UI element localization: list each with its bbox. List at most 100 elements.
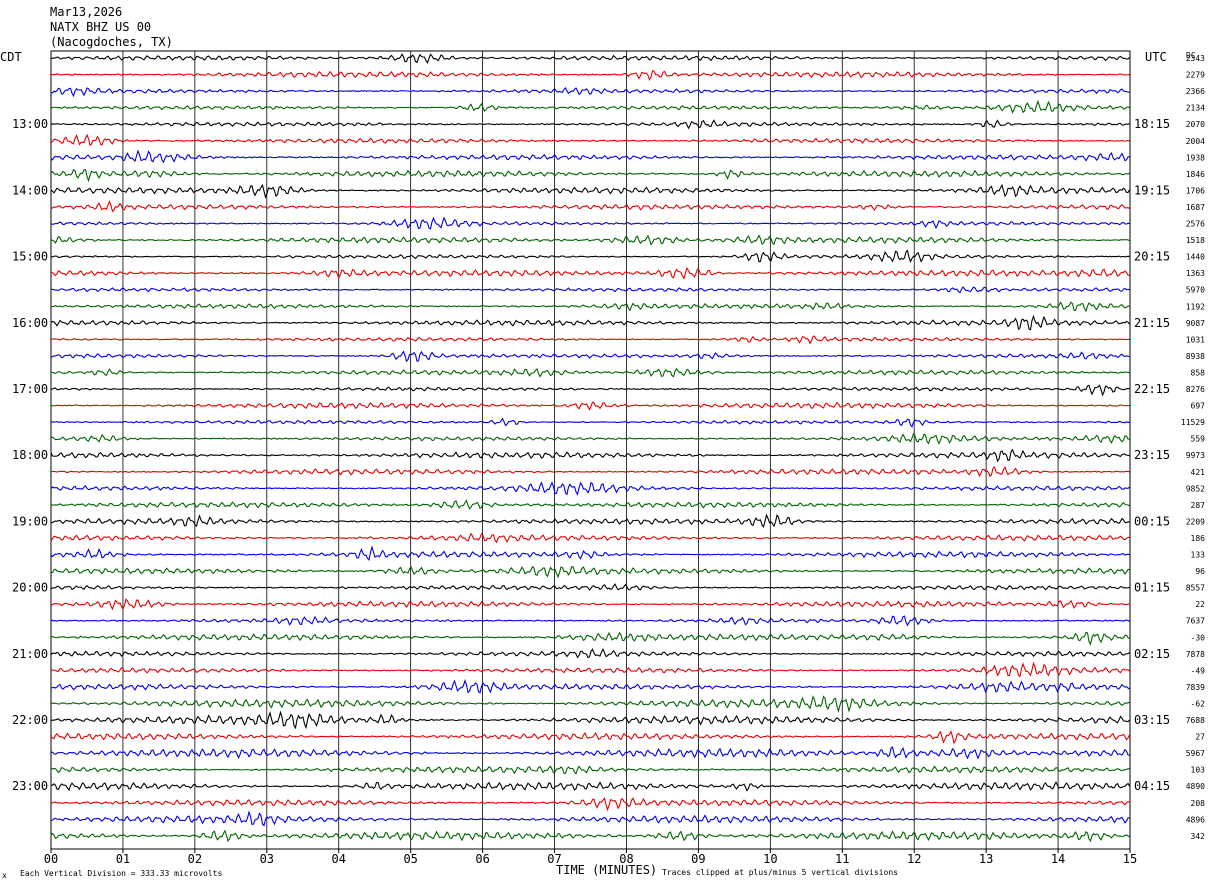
seismic-trace: [50, 583, 1130, 591]
grid-layer: [50, 50, 1131, 853]
seismic-trace: [50, 367, 1130, 378]
x-tick-label: 11: [835, 852, 849, 866]
seismic-trace: [51, 234, 1130, 246]
dc-offset-label: 9973: [1186, 451, 1205, 460]
seismic-trace: [50, 417, 1130, 428]
dc-offset-label: -49: [1191, 666, 1206, 675]
hour-label-cdt: 19:00: [12, 514, 48, 528]
dc-offset-label: 7688: [1186, 716, 1205, 725]
seismic-trace: [50, 615, 1130, 627]
x-tick-label: 02: [188, 852, 202, 866]
seismic-trace: [50, 70, 1130, 81]
dc-offset-label: 1192: [1186, 302, 1205, 311]
dc-offset-label: 1846: [1186, 170, 1205, 179]
seismic-trace: [50, 647, 1130, 659]
hour-label-utc: 00:15: [1134, 514, 1170, 528]
dc-offset-label: 4890: [1186, 782, 1205, 791]
hour-label-cdt: 17:00: [12, 382, 48, 396]
x-tick-label: 01: [116, 852, 130, 866]
dc-offset-label: 8557: [1186, 584, 1205, 593]
seismic-trace: [50, 679, 1130, 694]
hour-label-cdt: 15:00: [12, 250, 48, 264]
seismic-trace: [50, 149, 1130, 164]
dc-offset-label: 287: [1191, 501, 1206, 510]
seismic-trace: [50, 730, 1131, 745]
x-tick-label: 10: [763, 852, 777, 866]
dc-offset-label: 2209: [1186, 517, 1205, 526]
seismic-trace: [50, 499, 1130, 510]
seismic-trace: [50, 301, 1130, 313]
seismic-trace: [50, 432, 1130, 445]
location-label: (Nacogdoches, TX): [50, 35, 173, 49]
dc-offset-label: 9087: [1186, 319, 1205, 328]
dc-offset-label: 342: [1191, 832, 1206, 841]
seismic-trace: [50, 781, 1130, 792]
x-tick-label: 04: [332, 852, 346, 866]
dc-offset-label: 11529: [1181, 418, 1205, 427]
hour-label-utc: 03:15: [1134, 713, 1170, 727]
timezone-right-label: UTC: [1145, 50, 1167, 64]
x-tick-label: 00: [44, 852, 58, 866]
dc-label: DC: [1186, 51, 1196, 60]
dc-offset-label: 27: [1195, 733, 1205, 742]
hour-label-cdt: 23:00: [12, 779, 48, 793]
dc-offset-label: 208: [1191, 799, 1206, 808]
dc-offset-label: -30: [1191, 633, 1206, 642]
dc-offset-label: 2134: [1186, 104, 1205, 113]
hour-label-cdt: 20:00: [12, 581, 48, 595]
trace-layer: [50, 53, 1131, 843]
dc-offset-label: 5970: [1186, 286, 1205, 295]
seismic-trace: [50, 532, 1130, 544]
dc-offset-label: 1938: [1186, 153, 1205, 162]
x-axis-title: TIME (MINUTES): [556, 863, 657, 877]
clip-note: Traces clipped at plus/minus 5 vertical …: [662, 868, 898, 877]
dc-offset-label: 8938: [1186, 352, 1205, 361]
seismic-trace: [50, 314, 1130, 331]
hour-label-utc: 21:15: [1134, 316, 1170, 330]
seismic-trace: [50, 267, 1130, 280]
dc-offset-label: 7878: [1186, 650, 1205, 659]
seismic-trace: [50, 200, 1130, 213]
dc-offset-label: 7637: [1186, 617, 1205, 626]
seismic-trace: [50, 545, 1130, 562]
seismic-trace: [50, 481, 1130, 496]
seismic-trace: [50, 168, 1130, 183]
seismic-trace: [50, 249, 1130, 264]
station-label: NATX BHZ US 00: [50, 20, 151, 34]
seismic-trace: [50, 384, 1130, 397]
dc-offset-label: 2343: [1186, 54, 1205, 63]
hour-label-cdt: 14:00: [12, 183, 48, 197]
seismic-trace: [50, 565, 1130, 579]
dc-offset-label: 96: [1195, 567, 1205, 576]
seismic-trace: [50, 765, 1130, 775]
dc-offset-label: 1706: [1186, 186, 1205, 195]
hour-label-utc: 20:15: [1134, 250, 1170, 264]
seismic-trace: [50, 465, 1130, 478]
x-tick-label: 14: [1051, 852, 1065, 866]
dc-offset-label: -62: [1191, 699, 1206, 708]
hour-label-utc: 04:15: [1134, 779, 1170, 793]
dc-offset-label: 858: [1191, 368, 1206, 377]
dc-offset-label: 2576: [1186, 220, 1205, 229]
seismic-trace: [50, 695, 1130, 713]
hour-label-cdt: 21:00: [12, 647, 48, 661]
x-tick-label: 07: [547, 852, 561, 866]
x-tick-label: 05: [403, 852, 417, 866]
seismic-trace: [50, 87, 1130, 98]
seismic-trace: [50, 661, 1130, 678]
seismic-trace: [50, 286, 1130, 294]
dc-offset-label: 7839: [1186, 683, 1205, 692]
seismic-trace: [50, 829, 1130, 843]
seismic-trace: [50, 133, 1130, 147]
date-label: Mar13,2026: [50, 5, 122, 19]
seismic-trace: [50, 350, 1130, 363]
seismic-trace: [50, 448, 1130, 463]
seismic-trace: [50, 513, 1130, 529]
dc-offset-label: 133: [1191, 551, 1206, 560]
seismic-trace: [50, 796, 1130, 812]
seismic-trace: [50, 810, 1130, 827]
dc-offset-label: 2279: [1186, 71, 1205, 80]
scale-note: Each Vertical Division = 333.33 microvol…: [20, 869, 222, 878]
dc-offset-label: 1363: [1186, 269, 1205, 278]
